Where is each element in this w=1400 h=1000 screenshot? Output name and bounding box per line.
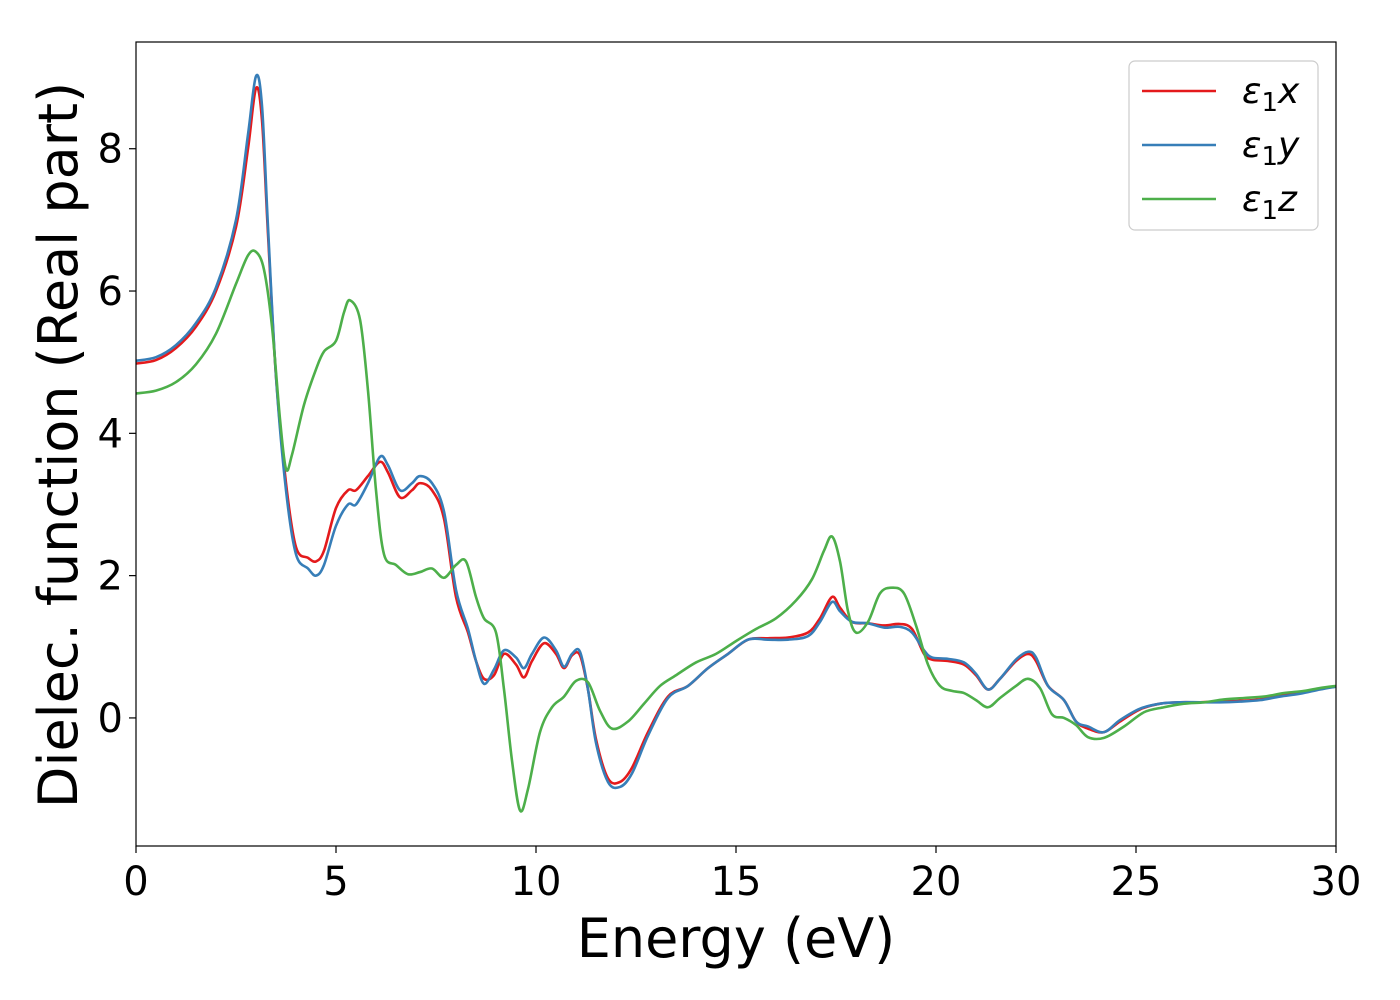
x-tick-label: 25 — [1111, 859, 1162, 905]
x-tick-label: 20 — [911, 859, 962, 905]
plot-lines — [136, 73, 1336, 813]
x-tick-label: 10 — [511, 859, 562, 905]
x-tick-label: 30 — [1311, 859, 1362, 905]
series-line-z — [136, 249, 1336, 813]
y-tick-label: 2 — [98, 554, 123, 600]
x-tick-label: 5 — [323, 859, 348, 905]
x-tick-label: 0 — [123, 859, 148, 905]
y-axis-ticks: 0 2 4 6 8 — [98, 127, 136, 742]
legend-label-x: ε1x — [1242, 71, 1300, 118]
y-tick-label: 8 — [98, 127, 123, 173]
x-tick-label: 15 — [711, 859, 762, 905]
legend: ε1x ε1y ε1z — [1128, 60, 1319, 231]
legend-label-y: ε1y — [1242, 125, 1300, 172]
series-line-y — [136, 73, 1336, 790]
x-axis-ticks: 0 5 10 15 20 25 30 — [123, 846, 1361, 905]
y-tick-label: 4 — [98, 411, 123, 457]
y-tick-label: 6 — [98, 269, 123, 315]
y-tick-label: 0 — [98, 696, 123, 742]
x-axis-title: Energy (eV) — [577, 907, 896, 970]
legend-label-z: ε1z — [1242, 179, 1298, 226]
y-axis-title: Dielec. function (Real part) — [27, 82, 90, 808]
legend-box — [1128, 60, 1319, 231]
